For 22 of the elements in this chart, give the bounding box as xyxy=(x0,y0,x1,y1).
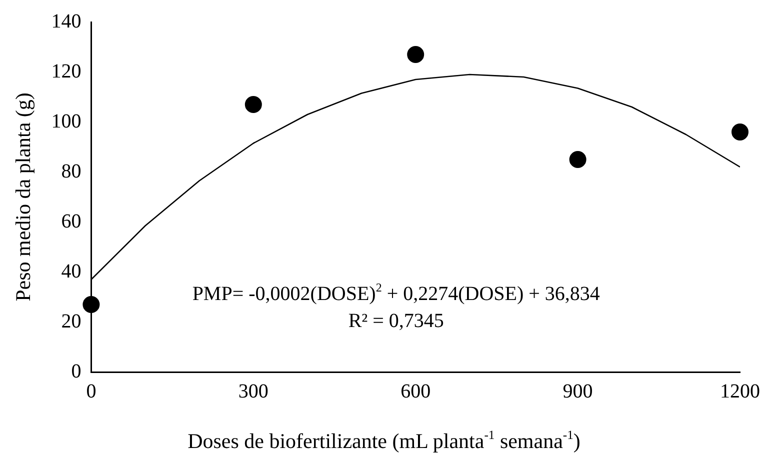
y-tick-label: 20 xyxy=(61,310,82,332)
x-axis-title: Doses de biofertilizante (mL planta$^{-1}$ semana$^{-1}$) xyxy=(186,428,582,454)
point xyxy=(82,296,100,313)
point xyxy=(244,96,262,113)
x-tick-label: 1200 xyxy=(720,380,760,402)
annotation: R² = 0,7345 xyxy=(347,309,445,334)
point xyxy=(732,124,748,140)
y-tick-label: 120 xyxy=(51,60,82,82)
x-tick-label: 600 xyxy=(400,380,431,402)
x-tick-label: 900 xyxy=(562,380,593,402)
annotation: PMP= -0,0002(DOSE)$^{2}$ + 0,2274(DOSE) + 36,834 xyxy=(192,280,600,307)
point xyxy=(407,46,424,63)
y-tick-label: 140 xyxy=(51,10,82,32)
y-tick-label: 100 xyxy=(51,110,82,132)
x-tick-label: 300 xyxy=(238,380,268,402)
y-tick-label: 0 xyxy=(71,360,82,382)
point xyxy=(569,151,586,168)
x-tick-label: 0 xyxy=(86,380,96,402)
y-tick-label: 40 xyxy=(61,260,82,282)
y-tick-label: 80 xyxy=(61,160,82,182)
y-axis-title: Peso medio da planta (g) xyxy=(11,92,36,302)
y-tick-label: 60 xyxy=(61,210,82,232)
